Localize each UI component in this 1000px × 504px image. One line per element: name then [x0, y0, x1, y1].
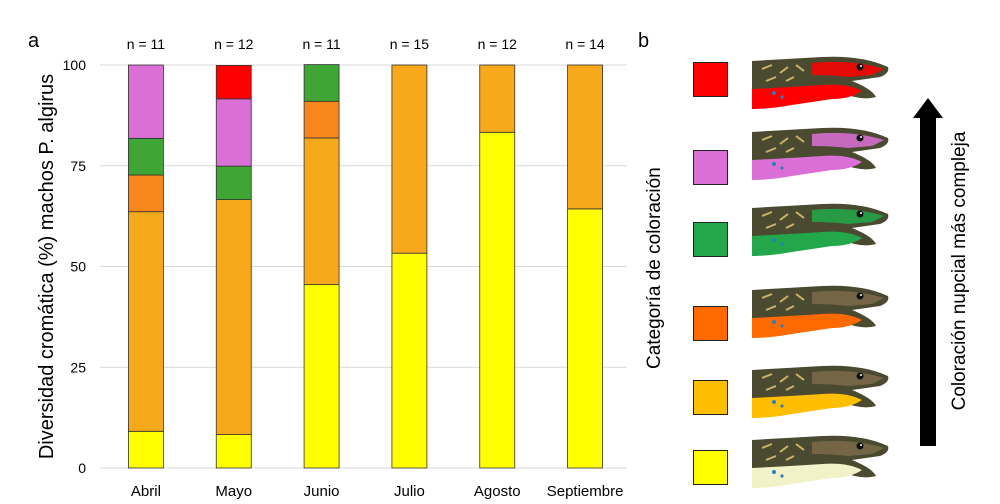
- bar-segment-amarillo: [215, 434, 252, 469]
- swatch-rosa: [693, 150, 728, 185]
- x-tick-label: Abril: [131, 483, 161, 500]
- sample-size-label: n = 12: [478, 36, 518, 52]
- bar-segment-amarillo: [303, 284, 340, 469]
- arrow-label: Coloración nupcial más compleja: [949, 131, 970, 411]
- swatch-verde: [693, 222, 728, 257]
- lizard-head-yellow-photo: [752, 435, 889, 488]
- complexity-arrow: [913, 98, 943, 446]
- bar-segment-amarillo: [128, 430, 164, 469]
- y-tick-label: 75: [70, 158, 86, 174]
- x-tick-label: Mayo: [215, 483, 252, 500]
- swatch-naranja-claro: [693, 380, 728, 415]
- bar-segment-naranja-claro: [215, 199, 252, 435]
- panel-a-label: a: [28, 30, 40, 52]
- bar-segment-amarillo: [391, 252, 428, 469]
- bar-segment-amarillo: [567, 208, 603, 469]
- lizard-head-green-photo: [752, 203, 889, 256]
- y-axis-label: Diversidad cromática (%) machos P. algir…: [36, 74, 58, 459]
- panel-b-label: b: [638, 30, 650, 52]
- y-tick-label: 50: [70, 259, 86, 275]
- bar-segment-naranja: [128, 174, 164, 213]
- y-tick-label: 0: [78, 460, 86, 476]
- y-tick-label: 100: [63, 57, 87, 73]
- x-tick-label: Julio: [394, 483, 425, 500]
- sample-size-label: n = 11: [302, 36, 340, 52]
- sample-size-label: n = 11: [127, 36, 165, 52]
- stacked-bar-chart: 0 25 50 75 100 Diversidad cromática (%) macho…: [36, 36, 627, 500]
- bar-segment-verde: [303, 64, 340, 102]
- lizard-head-light-orange-photo: [752, 365, 889, 418]
- swatch-rojo: [693, 62, 728, 97]
- bar-segment-verde: [128, 137, 164, 176]
- sample-size-label: n = 14: [565, 36, 605, 52]
- category-axis-label: Categoría de coloración: [644, 167, 665, 369]
- bar-segment-naranja-claro: [303, 137, 340, 286]
- swatch-naranja: [693, 306, 728, 341]
- lizard-head-red-photo: [752, 56, 889, 109]
- sample-size-label: n = 12: [214, 36, 254, 52]
- swatch-amarillo: [693, 450, 728, 485]
- bar-segment-naranja: [303, 100, 340, 139]
- bar-segment-verde: [215, 165, 252, 201]
- bar-segment-naranja-claro: [391, 64, 428, 254]
- bar-segment-rosa: [128, 64, 164, 139]
- x-tick-label: Septiembre: [547, 483, 624, 500]
- x-tick-label: Junio: [304, 483, 340, 500]
- x-tick-label: Agosto: [474, 483, 521, 500]
- sample-size-label: n = 15: [390, 36, 430, 52]
- bar-segment-rosa: [215, 98, 252, 167]
- lizard-head-orange-photo: [752, 285, 889, 338]
- y-tick-label: 25: [70, 359, 86, 375]
- bar-segment-naranja-claro: [128, 211, 164, 432]
- bar-segment-naranja-claro: [479, 64, 516, 133]
- bar-segment-amarillo: [479, 131, 516, 469]
- bar-segment-rojo: [215, 65, 252, 100]
- bar-segment-naranja-claro: [567, 64, 603, 210]
- lizard-head-pink-photo: [752, 127, 889, 180]
